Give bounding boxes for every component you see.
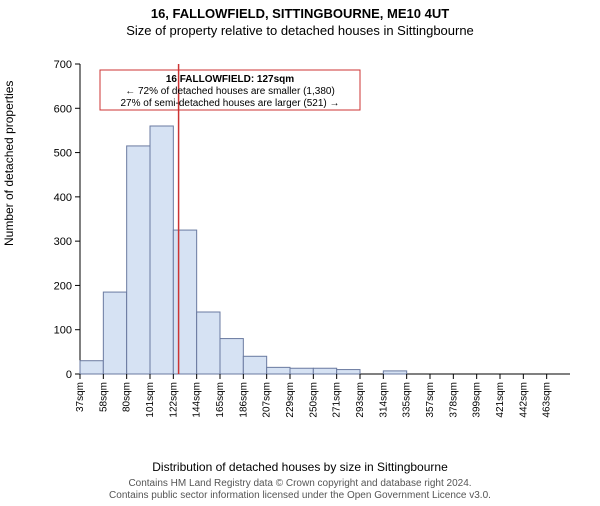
callout-line2: ← 72% of detached houses are smaller (1,…: [125, 86, 335, 97]
y-tick-label: 300: [54, 236, 72, 248]
histogram-svg: 0 100 200 300 400 500 600 700 37sqm 58sqm 80sqm 101…: [40, 54, 580, 434]
x-tick-label: 421sqm: [495, 382, 506, 418]
histogram-bar: [383, 371, 406, 374]
x-tick-label: 229sqm: [285, 382, 296, 418]
x-tick-label: 378sqm: [448, 382, 459, 418]
chart-title-block: 16, FALLOWFIELD, SITTINGBOURNE, ME10 4UT…: [0, 6, 600, 38]
footer-attribution: Contains HM Land Registry data © Crown c…: [0, 478, 600, 502]
histogram-bar: [197, 312, 220, 374]
y-tick-label: 700: [54, 59, 72, 71]
x-tick-label: 357sqm: [425, 382, 436, 418]
y-tick-label: 200: [54, 280, 72, 292]
x-tick-label: 186sqm: [238, 382, 249, 418]
histogram-bar: [103, 292, 126, 374]
x-tick-label: 58sqm: [98, 382, 109, 412]
y-tick-label: 500: [54, 148, 72, 160]
y-tick-label: 100: [54, 325, 72, 337]
histogram-bar: [290, 368, 313, 374]
callout-line1: 16 FALLOWFIELD: 127sqm: [166, 74, 294, 85]
x-tick-label: 271sqm: [332, 382, 343, 418]
x-tick-label: 207sqm: [262, 382, 273, 418]
x-tick-label: 442sqm: [518, 382, 529, 418]
y-tick-label: 400: [54, 192, 72, 204]
histogram-bar: [150, 126, 173, 374]
x-tick-label: 399sqm: [472, 382, 483, 418]
histogram-bar: [173, 230, 196, 374]
x-tick-label: 293sqm: [355, 382, 366, 418]
y-axis-label: Number of detached properties: [2, 81, 16, 246]
histogram-bar: [220, 339, 243, 374]
histogram-bar: [337, 370, 360, 374]
histogram-bar: [313, 368, 336, 374]
title-line2: Size of property relative to detached ho…: [0, 23, 600, 38]
x-tick-label: 101sqm: [145, 382, 156, 418]
footer-line1: Contains HM Land Registry data © Crown c…: [0, 478, 600, 490]
histogram-bar: [267, 367, 290, 374]
callout-line3: 27% of semi-detached houses are larger (…: [120, 98, 339, 109]
histogram-bar: [243, 356, 266, 374]
histogram-bar: [127, 146, 150, 374]
x-tick-label: 80sqm: [122, 382, 133, 412]
x-tick-label: 165sqm: [215, 382, 226, 418]
x-axis-label: Distribution of detached houses by size …: [0, 460, 600, 474]
title-line1: 16, FALLOWFIELD, SITTINGBOURNE, ME10 4UT: [0, 6, 600, 21]
histogram-bar: [80, 361, 103, 374]
x-tick-label: 335sqm: [402, 382, 413, 418]
x-tick-label: 144sqm: [192, 382, 203, 418]
y-tick-label: 0: [66, 369, 72, 381]
x-tick-label: 122sqm: [168, 382, 179, 418]
chart-area: 0 100 200 300 400 500 600 700 37sqm 58sqm 80sqm 101…: [40, 54, 580, 434]
footer-line2: Contains public sector information licen…: [0, 490, 600, 502]
x-tick-label: 250sqm: [308, 382, 319, 418]
x-tick-label: 463sqm: [542, 382, 553, 418]
x-tick-label: 314sqm: [378, 382, 389, 418]
y-tick-label: 600: [54, 103, 72, 115]
x-tick-label: 37sqm: [75, 382, 86, 412]
